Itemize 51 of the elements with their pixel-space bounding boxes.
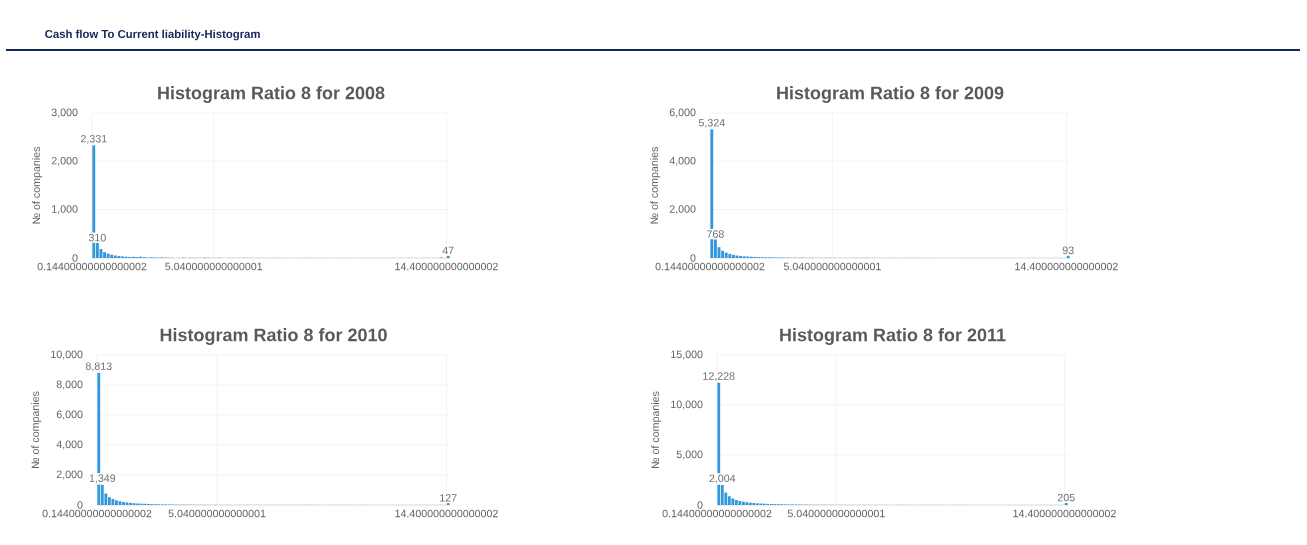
y-tick-label: 4,000 bbox=[669, 156, 696, 166]
y-tick-label: 0 bbox=[77, 501, 83, 509]
data-label: 2,004 bbox=[709, 474, 736, 484]
x-tick-label: 0.14400000000000002 bbox=[37, 262, 147, 271]
y-axis-title: № of companies bbox=[651, 391, 662, 468]
data-label: 205 bbox=[1057, 493, 1075, 502]
y-tick-label: 3,000 bbox=[51, 108, 78, 118]
y-tick-label: 2,000 bbox=[51, 156, 78, 166]
data-label: 310 bbox=[88, 233, 106, 242]
y-tick-label: 10,000 bbox=[51, 350, 83, 360]
y-tick-label: 2,000 bbox=[669, 205, 696, 215]
text: Cash flow To Current liability-Histogram bbox=[45, 29, 260, 41]
data-label: 2,331 bbox=[81, 134, 107, 144]
x-tick-label: 14.400000000000002 bbox=[1015, 262, 1118, 271]
y-tick-label: 0 bbox=[72, 254, 78, 262]
x-tick-label: 14.400000000000002 bbox=[395, 509, 498, 518]
y-tick-label: 5,000 bbox=[676, 450, 703, 460]
x-tick-label: 0.14400000000000002 bbox=[662, 509, 772, 518]
y-tick-label: 6,000 bbox=[56, 410, 83, 420]
chart-title: Histogram Ratio 8 for 2009 bbox=[777, 86, 1004, 103]
data-label: 93 bbox=[1062, 246, 1074, 255]
y-axis-title: № of companies bbox=[650, 146, 661, 224]
x-tick-label: 5.040000000000001 bbox=[168, 509, 266, 518]
x-tick-label: 0.14400000000000002 bbox=[42, 509, 152, 518]
data-label: 47 bbox=[442, 246, 454, 255]
x-tick-label: 5.040000000000001 bbox=[165, 262, 263, 271]
y-tick-label: 0 bbox=[690, 254, 696, 262]
data-label: 12,228 bbox=[703, 372, 735, 382]
y-tick-label: 15,000 bbox=[671, 350, 703, 360]
data-label: 768 bbox=[707, 230, 724, 238]
data-label: 127 bbox=[440, 494, 457, 502]
x-tick-label: 5.040000000000001 bbox=[787, 509, 885, 518]
chart-title: Histogram Ratio 8 for 2010 bbox=[160, 328, 387, 345]
x-tick-label: 5.040000000000001 bbox=[783, 262, 881, 271]
y-tick-label: 10,000 bbox=[671, 400, 703, 410]
data-label: 5,324 bbox=[698, 118, 725, 128]
y-tick-label: 6,000 bbox=[669, 108, 696, 118]
y-tick-label: 2,000 bbox=[56, 470, 83, 480]
chart-title: Histogram Ratio 8 for 2011 bbox=[780, 328, 1006, 345]
data-label: 1,349 bbox=[89, 474, 116, 484]
y-axis-title: № of companies bbox=[31, 391, 42, 468]
y-tick-label: 8,000 bbox=[56, 380, 83, 390]
y-tick-label: 0 bbox=[697, 501, 703, 509]
y-axis-title: № of companies bbox=[32, 146, 43, 224]
y-tick-label: 4,000 bbox=[56, 440, 83, 450]
x-tick-label: 14.400000000000002 bbox=[1013, 509, 1116, 518]
y-tick-label: 1,000 bbox=[52, 205, 78, 215]
data-label: 8,813 bbox=[85, 362, 112, 372]
x-tick-label: 0.14400000000000002 bbox=[655, 262, 765, 271]
x-tick-label: 14.400000000000002 bbox=[395, 262, 498, 271]
chart-title: Histogram Ratio 8 for 2008 bbox=[158, 86, 385, 103]
